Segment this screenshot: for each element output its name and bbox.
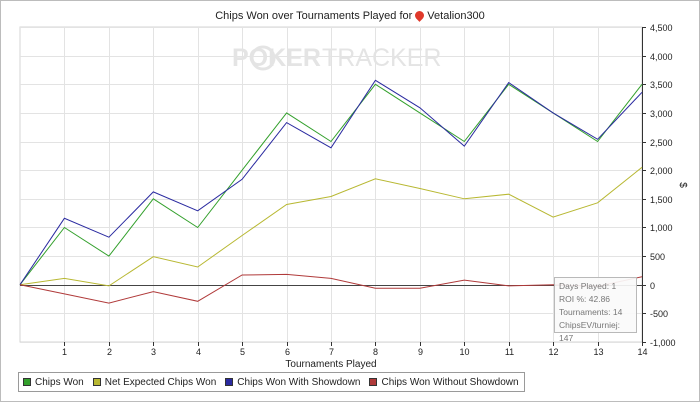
watermark: POKER TRACKER bbox=[232, 44, 441, 72]
watermark-left: POKER bbox=[232, 44, 321, 72]
y-tick-label: 0 bbox=[650, 281, 655, 291]
y-tick-label: 1,000 bbox=[650, 223, 673, 233]
y-tick-label: -500 bbox=[650, 309, 668, 319]
legend-item-2[interactable]: Net Expected Chips Won bbox=[89, 377, 222, 388]
y-tick-label: 500 bbox=[650, 252, 665, 262]
chart-title-text: Chips Won over Tournaments Played for bbox=[215, 10, 413, 22]
x-tick-label: 13 bbox=[593, 347, 603, 357]
series-line-2 bbox=[19, 166, 643, 287]
legend-swatch bbox=[92, 378, 101, 386]
y-tick-label: 3,000 bbox=[650, 109, 673, 119]
x-tick-label: 1 bbox=[62, 347, 67, 357]
legend-label: Chips Won With Showdown bbox=[237, 376, 361, 388]
legend-label: Chips Won bbox=[35, 376, 84, 388]
y-tick-label: -1,000 bbox=[650, 338, 676, 348]
x-tick-label: 6 bbox=[285, 347, 290, 357]
legend-item-1[interactable]: Chips Won bbox=[19, 377, 89, 388]
legend-label: Net Expected Chips Won bbox=[104, 376, 217, 388]
y-tick-label: 2,500 bbox=[650, 138, 673, 148]
y-tick-label: 4,000 bbox=[650, 52, 673, 62]
x-tick-label: 11 bbox=[505, 347, 514, 357]
series-line-4 bbox=[19, 273, 643, 304]
legend-swatch bbox=[369, 378, 378, 386]
legend-item-3[interactable]: Chips Won With Showdown bbox=[221, 377, 365, 388]
x-tick-label: 10 bbox=[459, 347, 469, 357]
tooltip-days: Days Played: 1 bbox=[559, 281, 617, 291]
legend-label: Chips Won Without Showdown bbox=[381, 376, 519, 388]
series-lines bbox=[19, 79, 643, 304]
x-axis-label: Tournaments Played bbox=[285, 359, 376, 370]
watermark-right: TRACKER bbox=[322, 44, 441, 72]
x-tick-label: 3 bbox=[151, 347, 156, 357]
tooltip-chipsev: ChipsEV/turniej: 147 bbox=[559, 320, 620, 343]
grid bbox=[19, 26, 643, 343]
legend: Chips Won Net Expected Chips Won Chips Won… bbox=[18, 372, 525, 392]
x-tick-label: 7 bbox=[329, 347, 334, 357]
y-tick-label: 1,500 bbox=[650, 195, 673, 205]
chart-title: Chips Won over Tournaments Played for Vet… bbox=[0, 9, 700, 22]
x-tick-label: 2 bbox=[107, 347, 112, 357]
x-tick-label: 8 bbox=[373, 347, 378, 357]
x-tick-label: 9 bbox=[418, 347, 423, 357]
tooltip-tournaments: Tournaments: 14 bbox=[559, 307, 623, 317]
legend-item-4[interactable]: Chips Won Without Showdown bbox=[365, 377, 523, 388]
player-name: Vetalion300 bbox=[427, 10, 485, 22]
y-tick-label: 4,500 bbox=[650, 23, 673, 33]
y-tick-label: 3,500 bbox=[650, 80, 673, 90]
x-tick-label: 5 bbox=[240, 347, 245, 357]
tooltip-roi: ROI %: 42.86 bbox=[559, 294, 611, 304]
series-line-3 bbox=[19, 79, 643, 285]
x-tick-label: 14 bbox=[637, 347, 647, 357]
x-tick-label: 12 bbox=[548, 347, 558, 357]
y-tick-label: 2,000 bbox=[650, 166, 673, 176]
legend-swatch bbox=[23, 378, 31, 386]
y-axis-label: $ bbox=[677, 182, 688, 188]
legend-swatch bbox=[225, 378, 234, 386]
x-tick-label: 4 bbox=[196, 347, 201, 357]
watermark-chip-icon bbox=[250, 45, 276, 71]
axes bbox=[20, 27, 646, 346]
tooltip: Days Played: 1 ROI %: 42.86 Tournaments:… bbox=[554, 277, 637, 343]
tick-labels: -1,000 -500 0 500 1,000 1,500 2,000 2,500 3,000 3… bbox=[62, 23, 676, 357]
